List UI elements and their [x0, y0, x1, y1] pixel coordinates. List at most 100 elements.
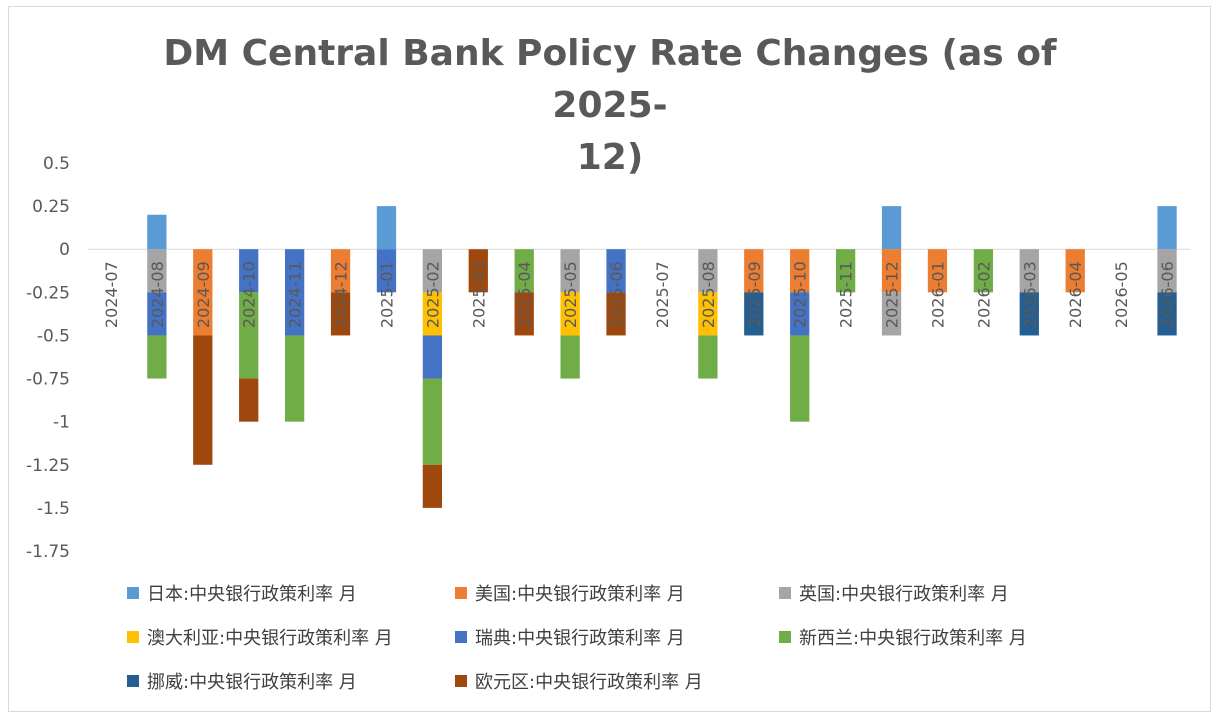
legend-item-norway: 挪威:中央银行政策利率 月 — [127, 668, 357, 694]
bar-segment — [422, 464, 443, 508]
bars — [147, 206, 1177, 508]
legend-item-sweden: 瑞典:中央银行政策利率 月 — [455, 624, 685, 650]
y-tick-label: -0.5 — [37, 326, 70, 346]
chart-title-line-1: DM Central Bank Policy Rate Changes (as … — [163, 33, 1057, 126]
legend-item-uk: 英国:中央银行政策利率 月 — [779, 580, 1009, 606]
bar-segment — [790, 292, 810, 336]
x-tick-label: 2024-07 — [102, 261, 121, 328]
x-tick-label: 2025-04 — [515, 261, 534, 328]
bar-segment — [790, 335, 810, 422]
bar-segment — [422, 292, 443, 336]
bar-segment — [881, 206, 902, 250]
bar-segment — [1157, 206, 1177, 250]
x-tick-label: 2026-05 — [1112, 261, 1131, 328]
x-tick-label: 2025-12 — [883, 261, 902, 328]
x-tick-label: 2025-07 — [653, 261, 672, 328]
legend-label: 挪威:中央银行政策利率 月 — [147, 672, 357, 693]
x-tick-label: 2025-11 — [837, 261, 856, 328]
x-tick-label: 2024-12 — [332, 261, 351, 328]
x-tick-label: 2024-10 — [240, 261, 259, 328]
legend-swatch — [779, 631, 791, 643]
y-tick-label: 0 — [59, 240, 70, 260]
bar-segment — [698, 335, 718, 379]
bar-segment — [284, 335, 305, 422]
legend-label: 欧元区:中央银行政策利率 月 — [475, 672, 703, 693]
legend-item-new-zealand: 新西兰:中央银行政策利率 月 — [779, 624, 1027, 650]
x-tick-label: 2025-09 — [745, 261, 764, 328]
x-tick-label: 2026-01 — [928, 261, 947, 328]
bar-segment — [330, 292, 351, 336]
x-tick-label: 2025-10 — [791, 261, 810, 328]
bar-segment — [468, 249, 488, 293]
y-tick-label: -1.75 — [26, 542, 70, 562]
x-tick-label: 2025-05 — [561, 261, 580, 328]
chart-title: DM Central Bank Policy Rate Changes (as … — [100, 28, 1120, 184]
x-tick-label: 2024-08 — [148, 261, 167, 328]
legend-swatch — [779, 587, 791, 599]
bar-segment — [698, 292, 718, 336]
bar-segment — [790, 249, 810, 293]
bar-segment — [1019, 249, 1039, 293]
legend-label: 瑞典:中央银行政策利率 月 — [475, 628, 685, 649]
bar-segment — [1065, 249, 1085, 293]
y-tick-label: -0.75 — [26, 370, 70, 390]
bar-segment — [147, 292, 167, 336]
bar-segment — [881, 249, 902, 293]
bar-segment — [1157, 292, 1177, 336]
bar-segment — [376, 249, 397, 293]
bar-segment — [560, 249, 580, 293]
bar-segment — [698, 249, 718, 293]
x-tick-label: 2026-04 — [1066, 261, 1085, 328]
bar-segment — [744, 292, 764, 336]
y-tick-label: -1.5 — [37, 499, 70, 519]
bar-segment — [422, 335, 443, 379]
legend-swatch — [455, 631, 467, 643]
legend-swatch — [455, 587, 467, 599]
bar-segment — [514, 249, 534, 293]
bar-segment — [606, 292, 626, 336]
bar-segment — [422, 249, 443, 293]
bar-segment — [193, 335, 213, 465]
legend-swatch — [127, 587, 139, 599]
y-tick-label: 0.5 — [43, 154, 70, 174]
bar-segment — [330, 249, 351, 293]
x-tick-label: 2024-09 — [194, 261, 213, 328]
bar-segment — [147, 335, 167, 379]
legend-label: 新西兰:中央银行政策利率 月 — [799, 628, 1027, 649]
bar-segment — [239, 378, 259, 422]
x-tick-label: 2025-03 — [469, 261, 488, 328]
bar-segment — [284, 249, 305, 336]
bar-segment — [147, 214, 167, 250]
legend-item-usa: 美国:中央银行政策利率 月 — [455, 580, 685, 606]
y-tick-label: -1.25 — [26, 456, 70, 476]
bar-segment — [422, 378, 443, 465]
bar-segment — [835, 249, 856, 293]
x-tick-label: 2026-06 — [1158, 261, 1177, 328]
x-tick-label: 2026-02 — [974, 261, 993, 328]
legend-swatch — [455, 675, 467, 687]
x-tick-label: 2025-08 — [699, 261, 718, 328]
x-tick-label: 2025-06 — [607, 261, 626, 328]
x-tick-label: 2025-01 — [377, 261, 396, 328]
bar-segment — [606, 249, 626, 293]
legend-label: 英国:中央银行政策利率 月 — [799, 584, 1009, 605]
bar-segment — [376, 206, 397, 250]
y-tick-label: 0.25 — [32, 197, 70, 217]
bar-segment — [239, 249, 259, 293]
bar-segment — [881, 292, 902, 336]
y-tick-label: -1 — [53, 413, 70, 433]
bar-segment — [744, 249, 764, 293]
x-tick-label: 2026-03 — [1020, 261, 1039, 328]
legend-item-japan: 日本:中央银行政策利率 月 — [127, 580, 357, 606]
bar-segment — [1157, 249, 1177, 293]
legend-swatch — [127, 675, 139, 687]
bar-segment — [560, 335, 580, 379]
chart-title-line-2: 12) — [576, 137, 644, 178]
bar-segment — [973, 249, 994, 293]
bar-segment — [147, 249, 167, 293]
bar-segment — [239, 292, 259, 379]
y-tick-label: -0.25 — [26, 283, 70, 303]
x-tick-label: 2024-11 — [286, 261, 305, 328]
bar-segment — [1019, 292, 1039, 336]
